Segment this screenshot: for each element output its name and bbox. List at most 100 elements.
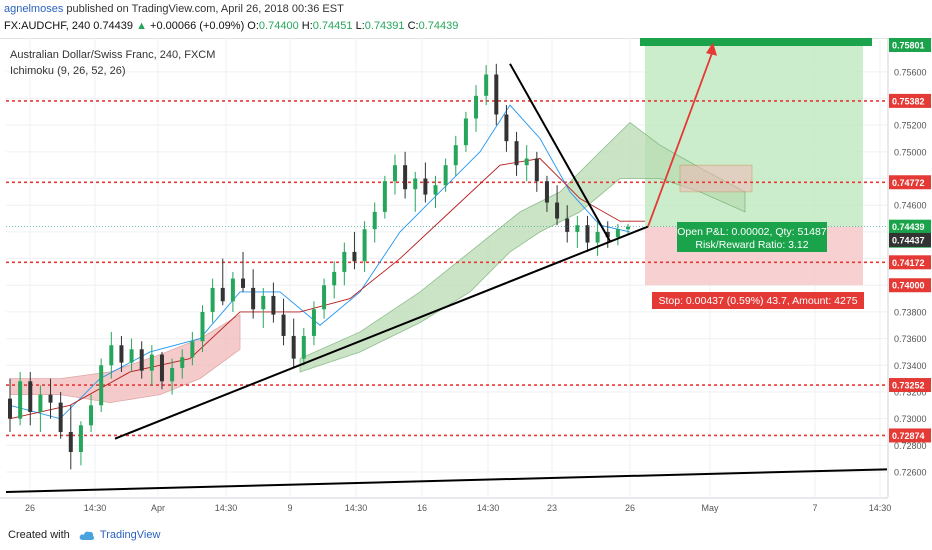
candle-body xyxy=(534,158,539,182)
candle-body xyxy=(78,425,83,452)
stop-text: Stop: 0.00437 (0.59%) 43.7, Amount: 4275 xyxy=(658,295,857,307)
candle-body xyxy=(524,158,529,166)
candle-body xyxy=(565,218,570,232)
candle-body xyxy=(403,165,408,190)
candle-body xyxy=(332,271,337,286)
candle-body xyxy=(504,114,509,142)
candle-body xyxy=(291,335,296,359)
price-tick-label: 0.73200 xyxy=(894,387,927,397)
tradingview-brand[interactable]: TradingView xyxy=(99,529,161,541)
low-label: L: xyxy=(355,20,365,32)
publish-info: published on TradingView.com, April 26, … xyxy=(66,3,344,15)
symbol-label[interactable]: FX:AUDCHF, 240 xyxy=(4,20,91,32)
candle-body xyxy=(180,357,185,368)
candle-body xyxy=(210,287,215,312)
candle-body xyxy=(18,381,23,419)
author-link[interactable]: agnelmoses xyxy=(4,3,64,15)
candle-body xyxy=(615,229,620,238)
open-label: O: xyxy=(247,20,259,32)
time-tick-label: 7 xyxy=(812,503,817,513)
time-tick-label: 14:30 xyxy=(345,503,368,513)
candle-body xyxy=(251,287,256,310)
candle-body xyxy=(585,225,590,243)
chart-title: Australian Dollar/Swiss Franc, 240, FXCM xyxy=(10,49,215,61)
price-marker-label: 0.74439 xyxy=(892,222,925,232)
stop-box[interactable]: Stop: 0.00437 (0.59%) 43.7, Amount: 4275 xyxy=(652,292,864,309)
candle-body xyxy=(575,225,580,232)
long-trend-line xyxy=(5,468,888,494)
uptrend-line xyxy=(114,225,649,440)
candle-body xyxy=(605,231,610,238)
candle-body xyxy=(494,74,499,115)
candle-body xyxy=(139,349,144,371)
candle-body xyxy=(463,118,468,146)
candle-body xyxy=(38,394,43,412)
candle-body xyxy=(220,287,225,302)
candle-body xyxy=(200,311,205,342)
price-tick-label: 0.73400 xyxy=(894,361,927,371)
candle-body xyxy=(129,349,134,363)
candle-body xyxy=(555,202,560,219)
price-marker-last xyxy=(889,219,931,234)
candle-body xyxy=(392,165,397,182)
price-marker-label: 0.75801 xyxy=(892,41,925,51)
candle-body xyxy=(8,398,12,419)
candle-body xyxy=(453,145,458,166)
downtrend-line xyxy=(509,63,611,242)
candle-body xyxy=(230,278,235,302)
price-tick-label: 0.74600 xyxy=(894,201,927,211)
target-top-bar xyxy=(640,38,872,46)
cloud-future xyxy=(679,164,753,193)
candle-body xyxy=(68,431,73,452)
pnl-text: Open P&L: 0.00002, Qty: 51487 xyxy=(677,226,827,238)
header-bar: agnelmoses published on TradingView.com,… xyxy=(0,0,932,39)
candle-body xyxy=(595,231,600,243)
projection-arrow-head xyxy=(706,42,717,56)
candle-body xyxy=(372,211,377,230)
candle-body xyxy=(281,314,286,336)
candle-body xyxy=(58,402,63,432)
candle-body xyxy=(413,178,418,190)
candle-body xyxy=(322,285,327,310)
indicator-label: Ichimoku (9, 26, 52, 26) xyxy=(10,65,126,77)
level-marker-label: 0.73252 xyxy=(892,381,925,391)
candle-body xyxy=(474,95,479,119)
level-marker-label: 0.74772 xyxy=(892,178,925,188)
price-tick-label: 0.73600 xyxy=(894,334,927,344)
level-marker xyxy=(889,428,931,443)
time-tick-label: 26 xyxy=(625,503,635,513)
price-tick-label: 0.72800 xyxy=(894,441,927,451)
candle-body xyxy=(271,295,276,315)
time-tick-label: 16 xyxy=(417,503,427,513)
time-axis[interactable]: 26 14:30 Apr 14:30 9 14:30 16 14:30 23 26 May 7 14:3… xyxy=(0,497,891,513)
time-tick-label: 14:30 xyxy=(84,503,107,513)
candle-body xyxy=(484,74,489,96)
close-value: 0.74439 xyxy=(418,20,459,32)
open-value: 0.74400 xyxy=(258,20,299,32)
candle-body xyxy=(48,394,53,403)
change-value: +0.00066 (+0.09%) xyxy=(150,20,245,32)
cloud-bearish xyxy=(9,313,241,404)
price-marker-stop xyxy=(889,278,931,293)
time-tick-label: 9 xyxy=(287,503,292,513)
candle-body xyxy=(190,341,195,358)
last-price: 0.74439 xyxy=(93,20,134,32)
ichimoku-cloud xyxy=(9,121,753,404)
pnl-box[interactable]: Open P&L: 0.00002, Qty: 51487 Risk/Rewar… xyxy=(677,222,827,252)
level-marker xyxy=(889,255,931,270)
candle-body xyxy=(99,365,104,406)
level-marker xyxy=(889,93,931,108)
candle-body xyxy=(109,345,114,366)
resistance-levels xyxy=(6,100,887,437)
price-marker-label: 0.74437 xyxy=(892,235,925,245)
candle-body xyxy=(433,185,438,195)
projection-arrow-line xyxy=(647,50,714,227)
price-chart[interactable]: Open P&L: 0.00002, Qty: 51487 Risk/Rewar… xyxy=(0,38,932,522)
candle-body xyxy=(159,354,164,382)
price-tick-label: 0.75000 xyxy=(894,147,927,157)
price-tick-label: 0.73800 xyxy=(894,307,927,317)
time-tick-label: 26 xyxy=(25,503,35,513)
price-marker-cloud xyxy=(889,232,931,247)
close-label: C: xyxy=(407,20,419,32)
price-tick-label: 0.72600 xyxy=(894,468,927,478)
